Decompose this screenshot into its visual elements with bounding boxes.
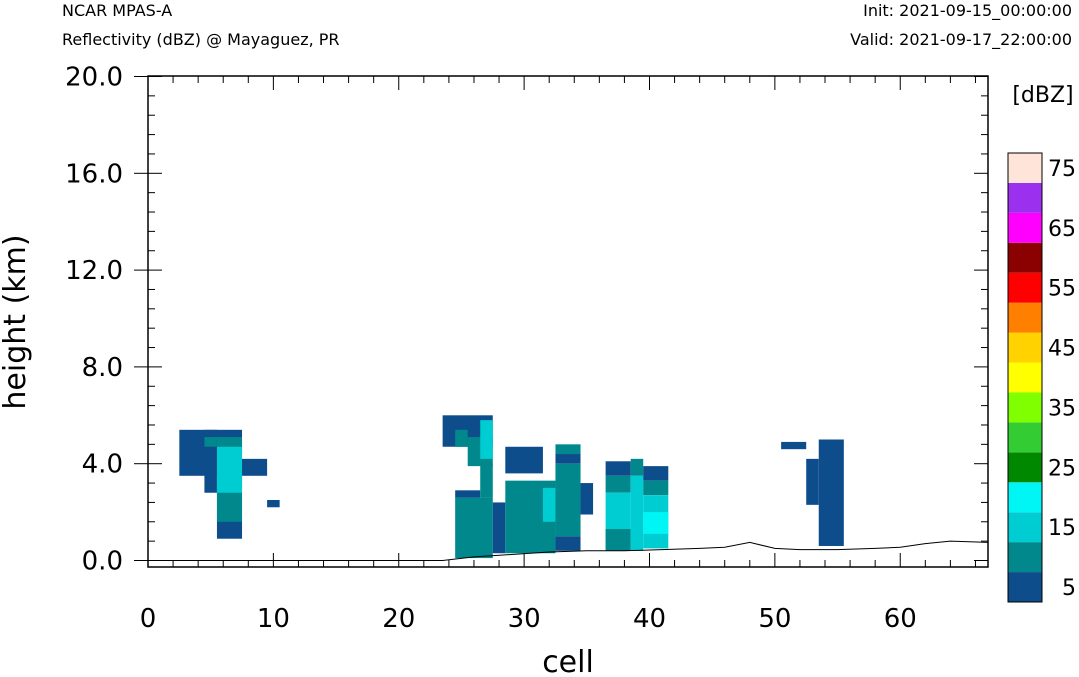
- reflectivity-cell: [492, 502, 506, 554]
- colorbar-label: 5: [1062, 576, 1076, 601]
- colorbar-swatch: [1008, 542, 1042, 573]
- y-tick-label: 4.0: [82, 450, 123, 480]
- y-tick-label: 16.0: [65, 159, 123, 189]
- x-tick-label: 0: [140, 604, 157, 634]
- colorbar-swatch: [1008, 242, 1042, 273]
- colorbar-swatch: [1008, 392, 1042, 423]
- reflectivity-cell: [480, 463, 493, 498]
- colorbar-swatch: [1008, 422, 1042, 453]
- colorbar-swatch: [1008, 512, 1042, 543]
- colorbar-swatch: [1008, 272, 1042, 303]
- reflectivity-cell: [204, 437, 217, 447]
- colorbar-swatch: [1008, 212, 1042, 243]
- reflectivity-cell: [781, 441, 807, 450]
- reflectivity-cell: [630, 475, 644, 551]
- reflectivity-cell: [555, 454, 581, 464]
- chart-subtitle: Reflectivity (dBZ) @ Mayaguez, PR: [62, 30, 340, 49]
- colorbar-label: 15: [1048, 516, 1076, 541]
- colorbar-title: [dBZ]: [1012, 83, 1073, 108]
- reflectivity-cell: [580, 483, 594, 515]
- colorbar-swatch: [1008, 362, 1042, 393]
- reflectivity-cell: [605, 475, 631, 493]
- colorbar-swatch: [1008, 332, 1042, 363]
- reflectivity-cell: [455, 497, 493, 559]
- model-title: NCAR MPAS-A: [62, 1, 173, 20]
- x-tick-label: 60: [884, 604, 917, 634]
- y-tick-label: 0.0: [82, 547, 123, 577]
- colorbar-swatch: [1008, 153, 1042, 183]
- colorbar-label: 65: [1048, 217, 1076, 242]
- valid-time: Valid: 2021-09-17_22:00:00: [850, 30, 1072, 49]
- reflectivity-cell: [630, 458, 644, 476]
- reflectivity-cell: [643, 512, 669, 534]
- colorbar-swatch: [1008, 572, 1042, 602]
- reflectivity-cell: [818, 439, 844, 546]
- y-tick-label: 20.0: [65, 63, 123, 93]
- colorbar-label: 35: [1048, 396, 1076, 421]
- reflectivity-cell: [242, 458, 268, 476]
- colorbar-swatch: [1008, 302, 1042, 333]
- reflectivity-cell: [555, 444, 581, 455]
- reflectivity-cell: [505, 446, 543, 474]
- colorbar-swatch: [1008, 482, 1042, 513]
- reflectivity-cell: [643, 466, 669, 481]
- terrain-line: [148, 540, 989, 561]
- reflectivity-cell: [455, 429, 468, 447]
- reflectivity-cell: [605, 461, 631, 476]
- colorbar-swatch: [1008, 452, 1042, 483]
- reflectivity-cell: [555, 463, 581, 537]
- reflectivity-cell: [555, 536, 581, 551]
- x-tick-label: 50: [758, 604, 791, 634]
- reflectivity-cell: [480, 420, 493, 459]
- colorbar-label: 75: [1048, 157, 1076, 182]
- reflectivity-cell: [267, 500, 280, 508]
- reflectivity-cell: [643, 480, 669, 496]
- reflectivity-cell: [605, 529, 631, 551]
- x-axis-label: cell: [542, 645, 594, 677]
- x-tick-label: 30: [508, 604, 541, 634]
- colorbar-frame: [1007, 152, 1043, 603]
- colorbar-label: 45: [1048, 337, 1076, 362]
- reflectivity-cell: [455, 490, 481, 498]
- reflectivity-cell: [542, 487, 556, 522]
- y-tick-label: 8.0: [82, 353, 123, 383]
- colorbar-label: 55: [1048, 277, 1076, 302]
- y-axis-label: height (km): [0, 234, 33, 409]
- plot-frame: [147, 75, 989, 568]
- init-time: Init: 2021-09-15_00:00:00: [863, 1, 1072, 20]
- colorbar-swatch: [1008, 182, 1042, 213]
- reflectivity-cell: [806, 458, 819, 505]
- x-tick-label: 40: [633, 604, 666, 634]
- y-tick-label: 12.0: [65, 256, 123, 286]
- x-tick-label: 20: [382, 604, 415, 634]
- reflectivity-cell: [216, 446, 243, 493]
- x-tick-label: 10: [257, 604, 290, 634]
- colorbar-label: 25: [1048, 456, 1076, 481]
